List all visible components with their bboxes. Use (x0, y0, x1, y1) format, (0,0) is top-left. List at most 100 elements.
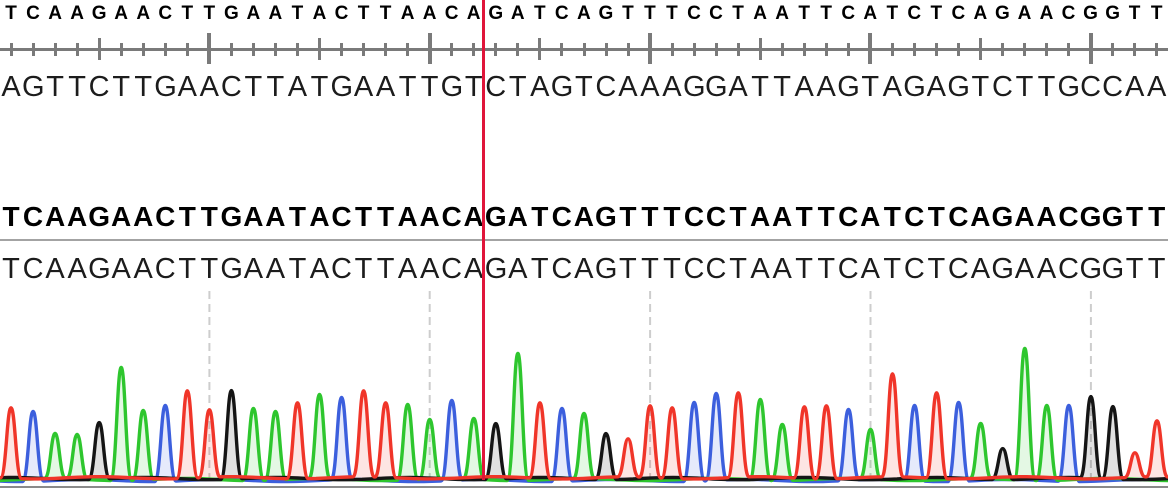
ruler-minor-tick (273, 43, 277, 56)
base-letter: T (354, 253, 373, 285)
base-letter: T (773, 71, 791, 103)
base-letter: A (265, 253, 286, 285)
ruler-minor-tick (362, 43, 366, 56)
base-letter: T (531, 201, 549, 232)
base-letter: T (622, 3, 634, 24)
base-letter: A (662, 71, 682, 103)
base-letter: A (882, 71, 902, 103)
base-letter: A (970, 201, 991, 232)
base-letter: A (114, 3, 129, 24)
base-letter: A (419, 253, 440, 285)
base-letter: T (464, 71, 483, 103)
base-letter: T (644, 3, 656, 24)
ruler-minor-tick (1023, 43, 1027, 56)
base-letter: T (181, 3, 194, 24)
base-letter: A (312, 3, 327, 24)
base-letter: C (1080, 71, 1102, 103)
base-letter: A (728, 71, 748, 103)
ruler-minor-tick (53, 43, 57, 56)
base-letter: T (376, 253, 395, 285)
base-letter: A (265, 201, 286, 232)
base-letter: G (488, 3, 504, 24)
base-letter: T (420, 71, 439, 103)
base-letter: A (510, 3, 525, 24)
base-letter: A (464, 253, 484, 285)
ruler-medium-tick (979, 38, 983, 60)
base-letter: T (200, 253, 219, 285)
base-letter: A (775, 3, 789, 24)
base-letter: T (376, 201, 395, 232)
base-letter: A (576, 3, 591, 24)
base-letter: T (1147, 253, 1166, 285)
base-letter: T (574, 71, 593, 103)
base-letter: T (5, 3, 17, 24)
base-letter: A (507, 201, 528, 232)
ruler-minor-tick (141, 43, 145, 56)
base-letter: A (48, 3, 62, 24)
base-letter: A (353, 71, 374, 103)
base-letter: T (379, 3, 392, 24)
ruler-minor-tick (384, 43, 388, 56)
ruler-minor-tick (846, 43, 850, 56)
base-letter: T (1015, 71, 1034, 103)
base-letter: A (749, 201, 771, 232)
base-letter: A (860, 201, 881, 232)
base-letter: G (220, 253, 243, 285)
ruler-minor-tick (714, 43, 718, 56)
selection-cursor-line[interactable] (481, 0, 485, 480)
ruler-major-tick (207, 33, 212, 64)
position-ruler (0, 0, 1168, 70)
base-letter: T (1125, 253, 1144, 285)
base-letter: T (729, 201, 747, 232)
base-letter: G (88, 253, 111, 285)
base-letter: T (663, 253, 681, 285)
base-letter: T (178, 201, 196, 232)
base-letter: A (926, 71, 946, 103)
base-letter: C (444, 3, 459, 24)
base-letter: A (287, 71, 308, 103)
base-letter: T (729, 253, 747, 285)
ruler-major-tick (648, 33, 653, 64)
base-letter: T (68, 71, 86, 103)
ruler-major-tick (427, 33, 432, 64)
base-letter: C (687, 3, 701, 24)
base-letter: A (1014, 201, 1035, 232)
base-letter: G (440, 71, 464, 103)
base-letter: C (1058, 201, 1079, 232)
ruler-major-tick (868, 33, 873, 64)
base-letter: T (1037, 71, 1056, 103)
ruler-minor-tick (582, 43, 586, 56)
base-letter: A (771, 201, 793, 232)
base-letter: T (530, 253, 549, 285)
ruler-minor-tick (626, 43, 630, 56)
base-letter: A (772, 253, 792, 285)
base-letter: A (530, 71, 550, 103)
base-letter: T (203, 3, 216, 24)
base-letter: A (1014, 253, 1035, 285)
base-letter: A (508, 253, 528, 285)
base-letter: C (705, 201, 727, 232)
base-letter: G (220, 201, 243, 232)
base-letter: G (1079, 253, 1103, 285)
ruler-minor-tick (891, 43, 895, 56)
base-letter: T (398, 71, 417, 103)
base-letter: T (46, 71, 64, 103)
base-letter: T (357, 3, 370, 24)
base-letter: A (750, 253, 770, 285)
ruler-minor-tick (560, 43, 564, 56)
base-letter: A (133, 253, 153, 285)
base-letter: A (573, 201, 594, 232)
base-letter: G (223, 3, 239, 24)
base-letter: T (533, 3, 546, 24)
base-letter: T (1126, 201, 1144, 232)
base-letter: C (441, 201, 462, 232)
base-letter: T (1150, 3, 1163, 24)
ruler-minor-tick (340, 43, 344, 56)
base-letter: G (1057, 71, 1081, 103)
base-letter: G (991, 201, 1014, 232)
